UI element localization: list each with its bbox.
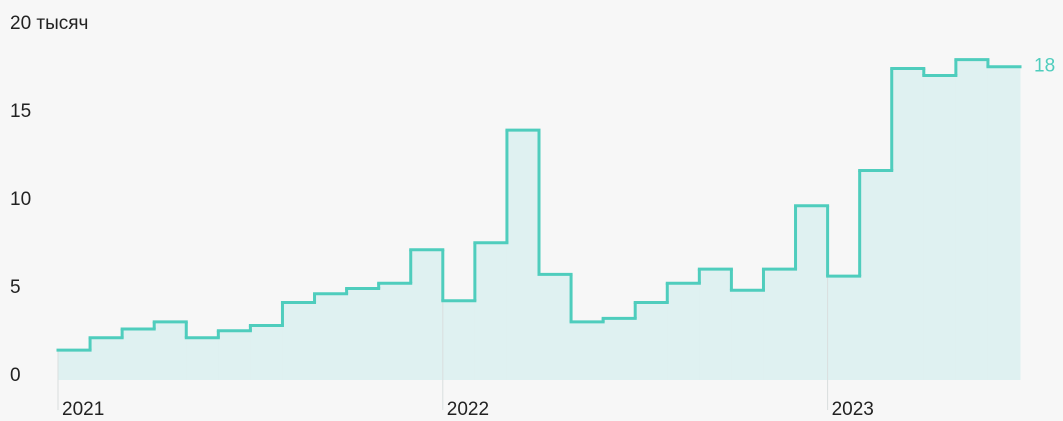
x-tick-label: 2022 <box>447 399 489 420</box>
area <box>442 300 476 380</box>
y-tick-label: 0 <box>10 365 21 386</box>
area <box>122 328 155 380</box>
x-tick-label: 2021 <box>62 399 104 420</box>
area <box>795 205 829 380</box>
area <box>635 302 668 380</box>
y-tick-label: 5 <box>10 277 21 298</box>
area <box>378 283 412 380</box>
x-tick-label: 2023 <box>832 399 874 420</box>
y-tick-label: 20 тысяч <box>10 13 88 34</box>
area <box>506 130 540 380</box>
area <box>346 288 380 380</box>
area <box>58 350 91 380</box>
area <box>827 276 861 380</box>
area <box>923 75 957 381</box>
area <box>90 337 123 380</box>
area <box>763 269 797 380</box>
area <box>571 321 604 380</box>
area <box>218 330 251 380</box>
area <box>282 302 316 380</box>
area <box>955 59 989 381</box>
area <box>731 290 764 380</box>
value-label: 18 <box>1034 56 1055 77</box>
area <box>699 269 732 380</box>
area <box>987 66 1021 380</box>
area <box>667 283 700 380</box>
y-tick-label: 10 <box>10 189 31 210</box>
area <box>474 242 508 380</box>
area <box>891 68 925 380</box>
area <box>154 321 187 380</box>
area <box>603 318 636 380</box>
area <box>859 170 893 380</box>
area <box>186 337 219 380</box>
y-tick-label: 15 <box>10 101 31 122</box>
area <box>539 274 572 380</box>
area <box>250 325 283 380</box>
area <box>410 249 444 380</box>
area <box>314 293 348 380</box>
